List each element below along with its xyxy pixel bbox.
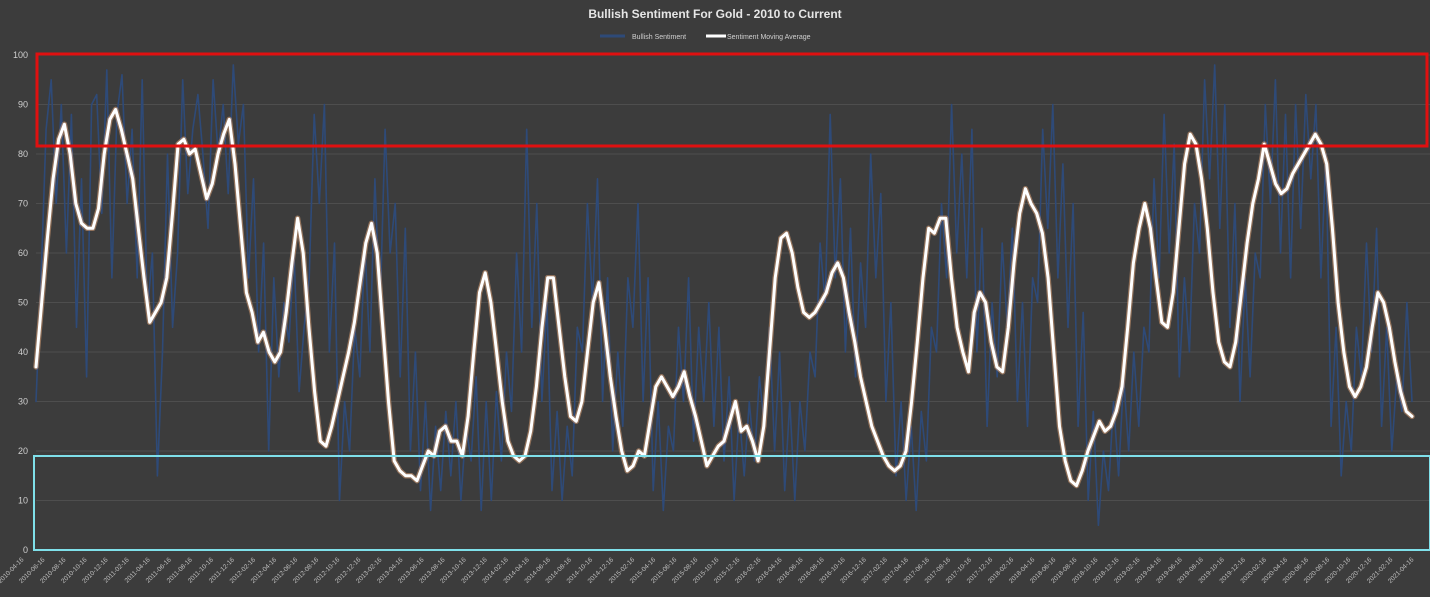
oversold-zone-box xyxy=(33,455,1430,551)
series-line xyxy=(35,64,1413,527)
y-axis: 0 10 20 30 40 50 60 70 80 90 100 xyxy=(13,50,28,555)
y-tick-label: 40 xyxy=(18,347,28,357)
legend-label-moving-average: Sentiment Moving Average xyxy=(727,34,811,41)
y-tick-label: 80 xyxy=(18,149,28,159)
legend-label-bullish: Bullish Sentiment xyxy=(632,34,686,41)
y-tick-label: 60 xyxy=(18,248,28,258)
y-tick-label: 30 xyxy=(18,397,28,407)
y-tick-label: 10 xyxy=(18,496,28,506)
overbought-zone-box xyxy=(35,52,1429,148)
y-tick-label: 100 xyxy=(13,50,28,60)
series-moving-average xyxy=(33,106,1415,489)
chart-title: Bullish Sentiment For Gold - 2010 to Cur… xyxy=(588,7,841,21)
y-tick-label: 90 xyxy=(18,100,28,110)
y-tick-label: 20 xyxy=(18,446,28,456)
y-tick-label: 70 xyxy=(18,199,28,209)
series-line xyxy=(34,107,1414,488)
legend: Bullish Sentiment Sentiment Moving Avera… xyxy=(600,34,811,41)
y-tick-label: 50 xyxy=(18,298,28,308)
y-tick-label: 0 xyxy=(23,545,28,555)
series-bullish-sentiment xyxy=(35,64,1413,527)
